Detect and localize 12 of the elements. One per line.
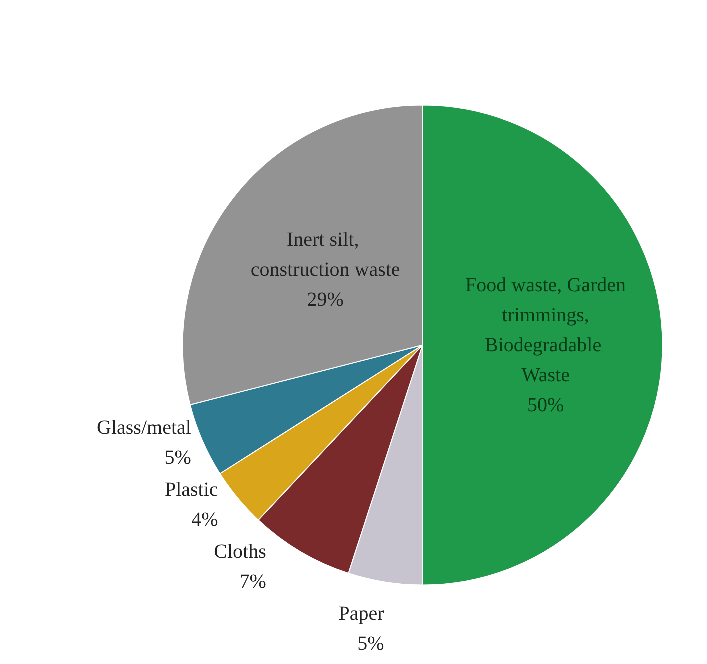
- slice-label: Food waste, Garden trimmings, Biodegradable Waste: [466, 274, 626, 386]
- slice-label: Cloths: [214, 540, 267, 563]
- data-label: 7%: [240, 570, 266, 593]
- slice-label: Plastic: [164, 478, 218, 501]
- data-label: 50%: [527, 394, 564, 416]
- slice-label: Glass/metal: [97, 416, 192, 439]
- data-label: 5%: [358, 632, 384, 655]
- slice-label: Paper: [338, 602, 385, 625]
- data-label: 4%: [192, 508, 218, 531]
- slice-label: Inert silt, construction waste: [250, 228, 400, 281]
- data-label: 5%: [164, 446, 192, 469]
- data-label: 29%: [307, 288, 344, 311]
